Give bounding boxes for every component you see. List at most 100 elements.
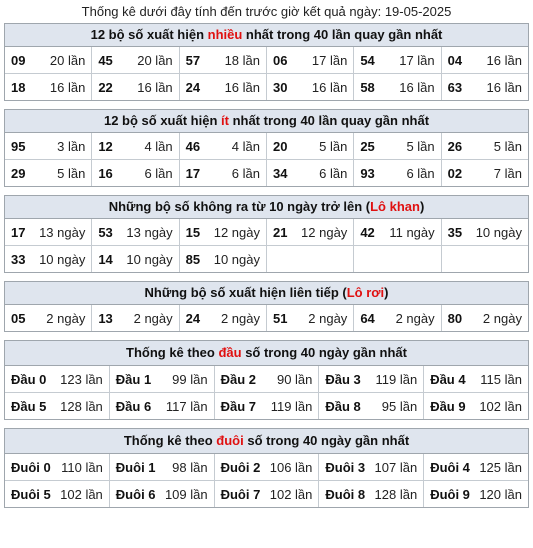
stat-key: 05 [11, 310, 26, 326]
stat-value: 12 ngày [213, 224, 260, 240]
stat-value: 2 ngày [46, 310, 86, 326]
stat-key: 46 [185, 138, 201, 154]
stat-key: 14 [98, 251, 113, 267]
stat-cell: Đuôi 1 98 lần [110, 454, 215, 480]
stat-cell: Đầu 4 115 lần [424, 366, 528, 392]
stat-key: Đuôi 3 [325, 459, 366, 475]
stat-value: 4 lần [144, 138, 173, 154]
head-digit-panel: Thống kê theo đầu số trong 40 ngày gần n… [4, 340, 529, 420]
stat-key: 09 [11, 52, 26, 68]
stat-value: 115 lần [480, 371, 522, 387]
stat-key: 53 [98, 224, 113, 240]
stat-cell: Đuôi 3 107 lần [319, 454, 425, 480]
empty-cell: .. [442, 246, 528, 272]
stat-cell: 21 12 ngày [267, 219, 355, 245]
panel-title-highlight: nhiều [207, 27, 243, 42]
stat-cell: 17 13 ngày [5, 219, 93, 245]
stat-key: Đầu 3 [325, 371, 361, 387]
stat-value: 119 lần [375, 371, 418, 387]
stat-key: 26 [447, 138, 463, 154]
stat-cell: 35 10 ngày [442, 219, 528, 245]
stat-cell: 20 5 lần [267, 133, 355, 159]
stat-key: 22 [98, 79, 113, 95]
stat-key: Đầu 1 [115, 371, 152, 387]
stat-value: 13 ngày [39, 224, 86, 240]
stat-value: 5 lần [493, 138, 522, 154]
stat-cell: 16 6 lần [92, 160, 180, 186]
stat-value: 109 lần [164, 486, 208, 502]
page: Thống kê dưới đây tính đến trước giờ kết… [0, 1, 533, 508]
stat-cell: 42 11 ngày [354, 219, 442, 245]
stat-cell: Đuôi 9 120 lần [424, 481, 528, 507]
stats-row: Đầu 0 123 lần Đầu 1 99 lần Đầu 2 90 lần Đầu 3 1… [5, 366, 528, 393]
stat-key: 16 [98, 165, 113, 181]
stat-value: 99 lần [172, 371, 208, 387]
stat-cell: Đầu 9 102 lần [424, 393, 528, 419]
stat-key: Đầu 0 [11, 371, 47, 387]
empty-cell: .. [354, 246, 442, 272]
stat-value: 90 lần [276, 371, 313, 387]
stat-value: 5 lần [57, 165, 86, 181]
stat-key: 58 [360, 79, 375, 95]
stat-value: 4 lần [231, 138, 260, 154]
report-date-header: Thống kê dưới đây tính đến trước giờ kết… [81, 4, 452, 19]
stat-value: 107 lần [374, 459, 418, 475]
stat-key: Đầu 8 [325, 398, 361, 414]
panel-title-text: Thống kê theo [126, 345, 219, 360]
tail-digit-panel: Thống kê theo đuôi số trong 40 ngày gần … [4, 428, 529, 508]
stat-key: 64 [360, 310, 375, 326]
stat-cell: Đầu 0 123 lần [5, 366, 110, 392]
stat-value: 20 lần [137, 52, 173, 68]
stat-key: Đuôi 0 [11, 459, 51, 475]
stat-value: 7 lần [493, 165, 522, 181]
stat-value: 16 lần [137, 79, 173, 95]
panel-title-text: ) [384, 285, 389, 300]
stat-value: 16 lần [311, 79, 348, 95]
stat-key: 93 [360, 165, 375, 181]
stat-cell: 63 16 lần [442, 74, 528, 100]
stat-value: 6 lần [406, 165, 435, 181]
stat-value: 110 lần [61, 459, 103, 475]
stat-value: 98 lần [172, 459, 208, 475]
lo-khan-panel: Những bộ số không ra từ 10 ngày trở lên … [4, 195, 529, 273]
stat-cell: 64 2 ngày [354, 305, 442, 331]
stat-key: 15 [185, 224, 201, 240]
stat-key: 45 [98, 52, 113, 68]
stat-key: Đầu 9 [430, 398, 466, 414]
panel-title-text: số trong 40 ngày gần nhất [243, 433, 410, 448]
stat-cell: Đuôi 4 125 lần [424, 454, 528, 480]
stat-cell: 24 2 ngày [180, 305, 267, 331]
stat-key: Đầu 5 [11, 398, 47, 414]
stat-key: 17 [185, 165, 201, 181]
stats-row: Đuôi 5 102 lần Đuôi 6 109 lần Đuôi 7 102 lần Đ… [5, 481, 528, 507]
stat-cell: Đầu 6 117 lần [110, 393, 215, 419]
stat-key: Đuôi 8 [325, 486, 366, 502]
stat-key: 34 [272, 165, 288, 181]
stat-value: 2 ngày [133, 310, 173, 326]
stat-cell: 22 16 lần [92, 74, 180, 100]
stat-value: 5 lần [406, 138, 435, 154]
stat-key: Đuôi 2 [220, 459, 261, 475]
stat-cell: 05 2 ngày [5, 305, 93, 331]
stat-key: Đuôi 1 [115, 459, 156, 475]
stat-cell: 15 12 ngày [180, 219, 267, 245]
stat-key: 51 [272, 310, 288, 326]
stat-key: Đầu 7 [220, 398, 256, 414]
panel-title-highlight: đầu [218, 345, 242, 360]
stat-value: 106 lần [269, 459, 313, 475]
stat-cell: Đầu 3 119 lần [319, 366, 425, 392]
stat-key: 63 [447, 79, 463, 95]
stat-key: Đuôi 5 [11, 486, 51, 502]
stat-cell: 17 6 lần [180, 160, 267, 186]
stat-key: 80 [447, 310, 463, 326]
stat-cell: Đuôi 8 128 lần [319, 481, 425, 507]
stat-cell: Đầu 2 90 lần [215, 366, 320, 392]
stat-value: 6 lần [144, 165, 173, 181]
panel-title: 12 bộ số xuất hiện ít nhất trong 40 lần … [5, 110, 528, 133]
stat-value: 10 ngày [475, 224, 522, 240]
stat-value: 102 lần [269, 486, 313, 502]
stat-key: 85 [185, 251, 201, 267]
panel-title-highlight: Lô rơi [346, 285, 385, 300]
stat-value: 12 ngày [301, 224, 348, 240]
stat-key: Đuôi 7 [220, 486, 261, 502]
